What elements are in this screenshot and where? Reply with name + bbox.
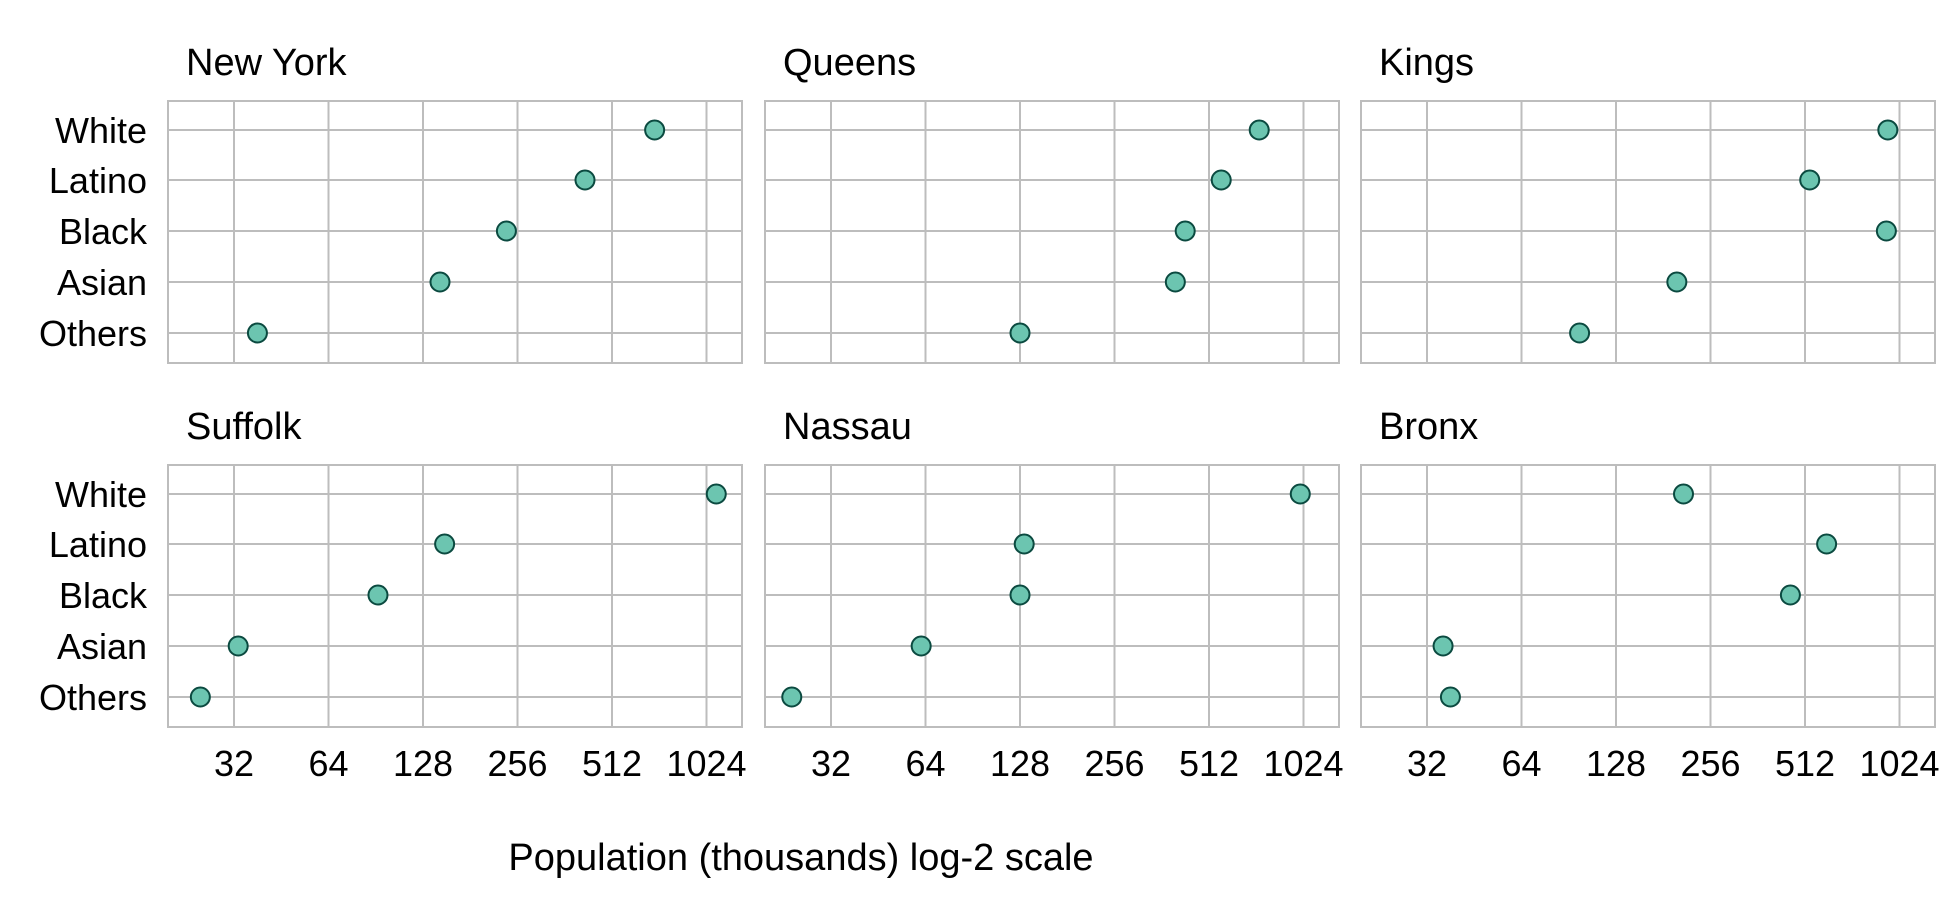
- point-queens-white: [1248, 119, 1270, 141]
- x-tick-label-512: 512: [582, 743, 642, 784]
- panel-title: Kings: [1379, 42, 1474, 84]
- x-tick-label-512: 512: [1775, 743, 1835, 784]
- category-label-others: Others: [39, 677, 147, 718]
- point-bronx-others: [1439, 686, 1461, 708]
- point-suffolk-others: [189, 686, 211, 708]
- point-suffolk-latino: [434, 533, 456, 555]
- panel-border: [1360, 100, 1936, 364]
- point-new-york-asian: [429, 271, 451, 293]
- point-nassau-white: [1289, 483, 1311, 505]
- point-bronx-white: [1672, 483, 1694, 505]
- x-tick-label-512: 512: [1179, 743, 1239, 784]
- panel-title: New York: [186, 42, 348, 84]
- x-tick-label-64: 64: [1501, 743, 1541, 784]
- panel-border: [167, 100, 743, 364]
- point-suffolk-white: [705, 483, 727, 505]
- point-queens-black: [1174, 220, 1196, 242]
- point-queens-latino: [1210, 169, 1232, 191]
- point-kings-asian: [1666, 271, 1688, 293]
- point-nassau-black: [1009, 584, 1031, 606]
- point-new-york-latino: [574, 169, 596, 191]
- point-new-york-white: [644, 119, 666, 141]
- panel-border: [167, 464, 743, 728]
- category-label-black: Black: [59, 575, 148, 616]
- x-tick-label-256: 256: [487, 743, 547, 784]
- panel-title: Queens: [783, 42, 916, 84]
- point-bronx-asian: [1432, 635, 1454, 657]
- panel-queens: Queens: [764, 42, 1340, 364]
- x-tick-label-64: 64: [905, 743, 945, 784]
- x-tick-label-32: 32: [811, 743, 851, 784]
- panel-bronx: Bronx 32 64 128 256 512 1024: [1360, 406, 1940, 784]
- point-suffolk-asian: [227, 635, 249, 657]
- point-kings-latino: [1799, 169, 1821, 191]
- category-label-asian: Asian: [57, 626, 147, 667]
- panel-title: Bronx: [1379, 406, 1478, 448]
- point-bronx-latino: [1816, 533, 1838, 555]
- point-bronx-black: [1779, 584, 1801, 606]
- x-tick-label-128: 128: [393, 743, 453, 784]
- panel-title: Suffolk: [186, 406, 302, 448]
- category-label-latino: Latino: [49, 524, 147, 565]
- panel-suffolk: Suffolk White Latino Black Asian Others 32 64 12…: [39, 406, 747, 784]
- point-nassau-others: [781, 686, 803, 708]
- point-new-york-others: [246, 322, 268, 344]
- x-tick-label-1024: 1024: [1263, 743, 1343, 784]
- point-nassau-latino: [1013, 533, 1035, 555]
- point-nassau-asian: [910, 635, 932, 657]
- panel-kings: Kings: [1360, 42, 1936, 364]
- x-tick-label-256: 256: [1680, 743, 1740, 784]
- x-tick-label-1024: 1024: [1859, 743, 1939, 784]
- x-tick-label-128: 128: [1586, 743, 1646, 784]
- x-axis-title: Population (thousands) log-2 scale: [508, 837, 1093, 879]
- category-label-black: Black: [59, 211, 148, 252]
- x-tick-label-64: 64: [308, 743, 348, 784]
- panel-border: [1360, 464, 1936, 728]
- category-label-latino: Latino: [49, 160, 147, 201]
- panel-border: [764, 464, 1340, 728]
- category-label-white: White: [55, 474, 147, 515]
- panel-border: [764, 100, 1340, 364]
- category-label-asian: Asian: [57, 262, 147, 303]
- point-new-york-black: [495, 220, 517, 242]
- panel-new-york: New York White Latino Black Asian Others: [39, 42, 743, 364]
- point-queens-asian: [1164, 271, 1186, 293]
- category-label-white: White: [55, 110, 147, 151]
- point-queens-others: [1009, 322, 1031, 344]
- point-kings-white: [1877, 119, 1899, 141]
- x-tick-label-32: 32: [1407, 743, 1447, 784]
- x-tick-label-256: 256: [1084, 743, 1144, 784]
- point-kings-black: [1875, 220, 1897, 242]
- x-tick-label-32: 32: [214, 743, 254, 784]
- x-tick-label-128: 128: [990, 743, 1050, 784]
- panel-title: Nassau: [783, 406, 912, 448]
- point-suffolk-black: [367, 584, 389, 606]
- category-label-others: Others: [39, 313, 147, 354]
- x-tick-label-1024: 1024: [666, 743, 746, 784]
- point-kings-others: [1569, 322, 1591, 344]
- panel-nassau: Nassau 32 64 128 256 512 1024: [764, 406, 1344, 784]
